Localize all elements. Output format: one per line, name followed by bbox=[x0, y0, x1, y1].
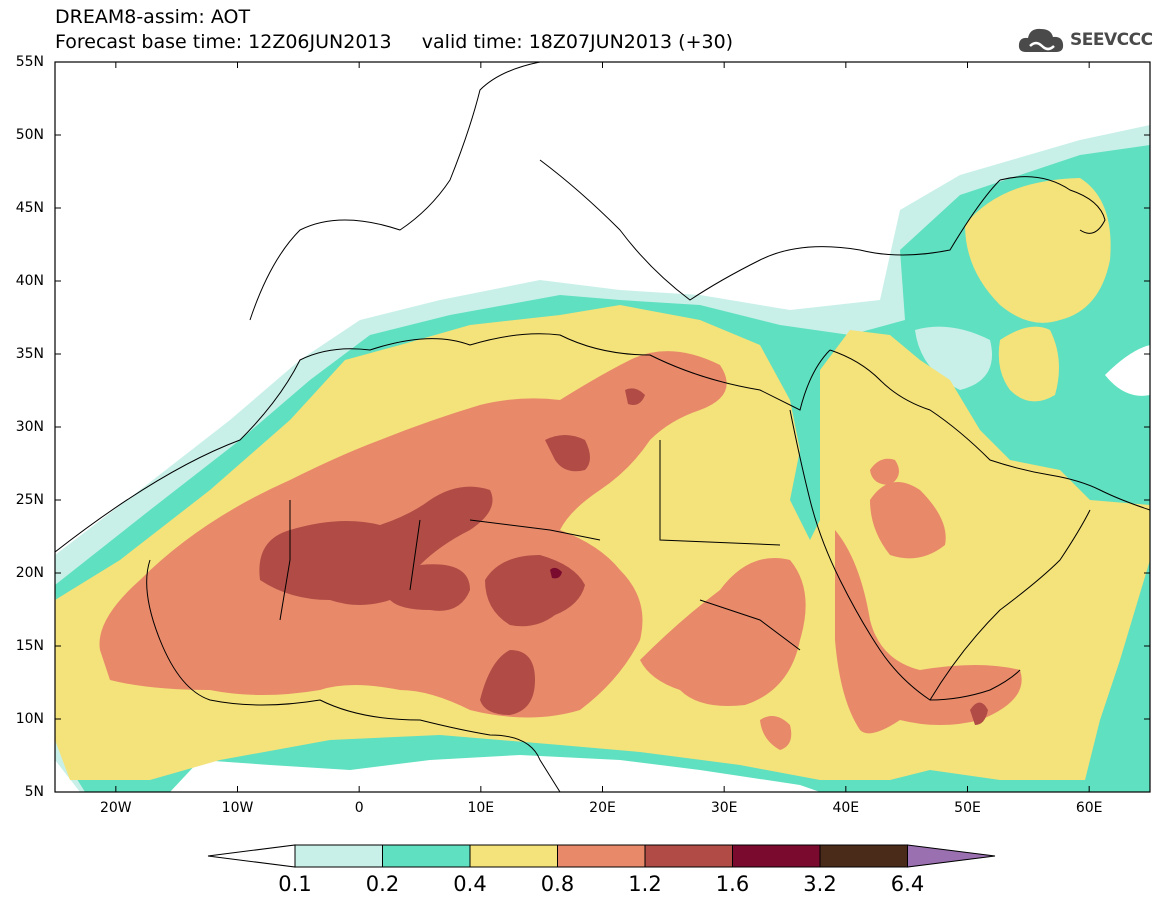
lat-label: 10N bbox=[15, 711, 44, 727]
aot-gap-east bbox=[915, 326, 992, 390]
lon-label: 30E bbox=[710, 800, 738, 816]
colorbar-label: 1.6 bbox=[715, 872, 750, 896]
colorbar-label: 1.2 bbox=[628, 872, 662, 896]
forecast-time-subtitle: Forecast base time: 12Z06JUN2013 valid t… bbox=[55, 31, 734, 53]
colorbar-swatch-1.2 bbox=[644, 844, 733, 868]
colorbar-label: 0.1 bbox=[278, 872, 312, 896]
aot-gap-se bbox=[1105, 345, 1150, 396]
colorbar-under bbox=[207, 844, 296, 868]
aot-yellow-iran bbox=[998, 326, 1059, 402]
colorbar-label: 0.2 bbox=[365, 872, 400, 896]
lon-label: 40E bbox=[832, 800, 860, 816]
lat-label: 50N bbox=[15, 127, 44, 143]
axis-ticks bbox=[55, 61, 1150, 793]
aot-band-1.2-west bbox=[259, 486, 493, 611]
colorbar-swatch-0.4 bbox=[469, 844, 558, 868]
aot-band-1.6 bbox=[550, 567, 562, 579]
lat-label: 15N bbox=[15, 638, 44, 654]
colorbar bbox=[207, 844, 996, 868]
aot-gap-south bbox=[170, 755, 820, 792]
lat-label: 20N bbox=[15, 565, 44, 581]
colorbar-label: 0.4 bbox=[453, 872, 487, 896]
logo-text: SEEVCCC bbox=[1070, 30, 1153, 50]
colorbar-swatch-3.2 bbox=[819, 844, 908, 868]
seevccc-logo: SEEVCCC bbox=[1016, 24, 1156, 58]
aot-band-1.2-somalia bbox=[970, 702, 988, 725]
lat-label: 40N bbox=[15, 273, 44, 289]
lon-label: 60E bbox=[1075, 800, 1103, 816]
aot-band-1.2-libya2 bbox=[625, 388, 645, 405]
aot-yellow-caspian bbox=[965, 178, 1111, 323]
lat-label: 25N bbox=[15, 492, 44, 508]
colorbar-label: 3.2 bbox=[803, 872, 837, 896]
aot-contours bbox=[55, 62, 1150, 792]
cloud-icon bbox=[1018, 28, 1064, 52]
lat-label: 45N bbox=[15, 200, 44, 216]
aot-band-1.2-libya bbox=[545, 435, 590, 472]
lon-label: 20W bbox=[99, 800, 132, 816]
coastlines bbox=[55, 62, 1150, 792]
lon-label: 10E bbox=[467, 800, 495, 816]
lat-label: 55N bbox=[15, 54, 44, 70]
lat-label: 35N bbox=[15, 346, 44, 362]
colorbar-swatch-0.1 bbox=[294, 844, 383, 868]
aot-band-0.8-arabia bbox=[870, 482, 946, 559]
aot-band-1.2-nigeria bbox=[480, 650, 535, 715]
colorbar-swatch-0.8 bbox=[557, 844, 646, 868]
lon-label: 0 bbox=[354, 800, 364, 816]
colorbar-label: 6.4 bbox=[890, 872, 925, 896]
colorbar-label: 0.8 bbox=[540, 872, 575, 896]
colorbar-swatch-1.6 bbox=[732, 844, 821, 868]
aot-band-0.8-arabia2 bbox=[870, 458, 899, 485]
aot-band-0.8-ethiopia bbox=[760, 716, 792, 750]
lat-label: 5N bbox=[24, 784, 44, 800]
lon-label: 10W bbox=[221, 800, 254, 816]
colorbar-over bbox=[907, 844, 996, 868]
colorbar-swatch-0.2 bbox=[382, 844, 471, 868]
lon-label: 20E bbox=[589, 800, 616, 816]
lon-label: 50E bbox=[954, 800, 981, 816]
lat-label: 30N bbox=[15, 419, 44, 435]
aot-band-0.8-horn bbox=[835, 530, 1022, 734]
map-title: DREAM8-assim: AOT bbox=[55, 6, 251, 28]
aot-band-0.8-sudan bbox=[640, 558, 806, 706]
